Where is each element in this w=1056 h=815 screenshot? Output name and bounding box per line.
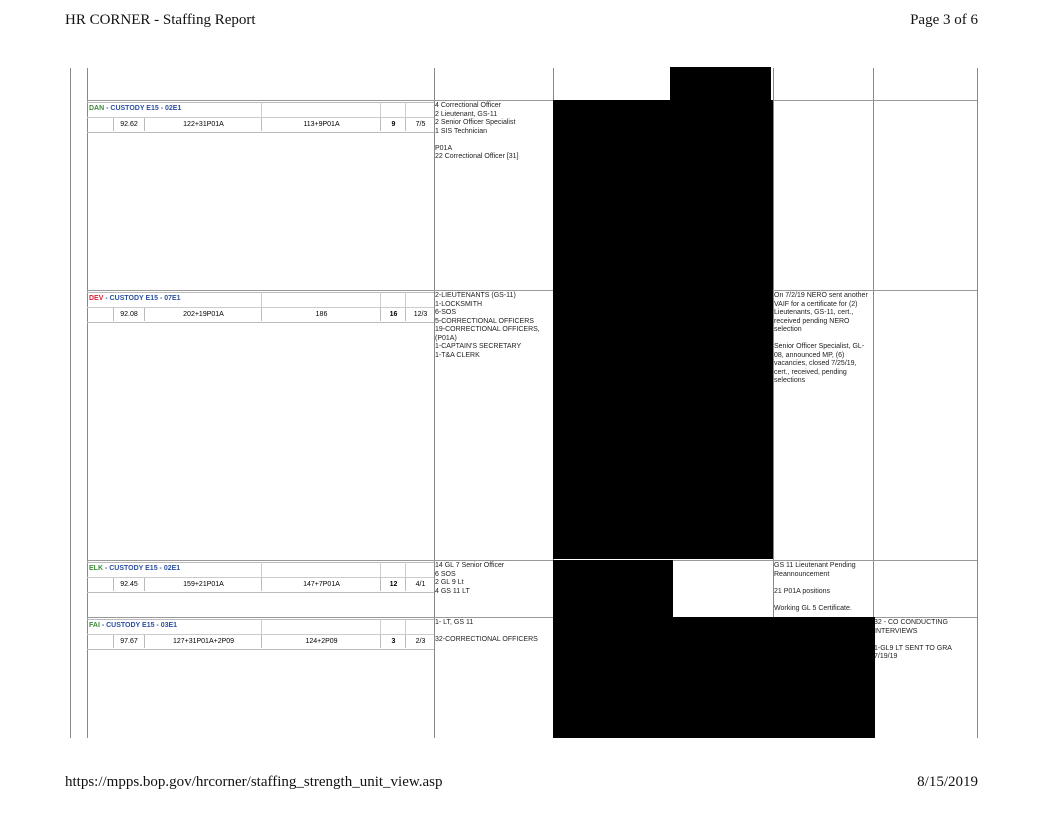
- vacancies: 9: [380, 118, 406, 131]
- redaction-block: [670, 67, 771, 100]
- percent: 92.62: [113, 118, 144, 131]
- onboard: 113+9P01A: [261, 118, 381, 131]
- vacancies: 3: [380, 635, 406, 648]
- report-title: HR CORNER - Staffing Report: [65, 12, 256, 28]
- onboard: 124+2P09: [261, 635, 381, 648]
- percent: 92.08: [113, 308, 144, 321]
- redaction-block: [553, 560, 673, 738]
- ratio: 4/1: [405, 578, 435, 591]
- percent: 97.67: [113, 635, 144, 648]
- authorized: 127+31P01A+2P09: [144, 635, 262, 648]
- positions-dev: 2-LIEUTENANTS (GS-11) 1-LOCKSMITH 6-SOS …: [435, 292, 540, 359]
- positions-fai: 1- LT, GS 11 32-CORRECTIONAL OFFICERS: [435, 619, 538, 643]
- redaction-block: [673, 617, 875, 738]
- page-url: https://mpps.bop.gov/hrcorner/staffing_s…: [65, 774, 443, 790]
- ratio: 12/3: [405, 308, 435, 321]
- print-date: 8/15/2019: [917, 774, 978, 790]
- notes-dev: On 7/2/19 NERO sent another VAIF for a c…: [774, 292, 868, 384]
- vacancies: 12: [380, 578, 406, 591]
- vacancies: 16: [380, 308, 406, 321]
- unit-name: DAN - CUSTODY E15 - 02E1: [89, 105, 182, 112]
- positions-elk: 14 GL 7 Senior Officer 6 SOS 2 GL 9 Lt 4…: [435, 562, 505, 595]
- ratio: 7/5: [405, 118, 435, 131]
- redaction-block: [553, 100, 773, 559]
- onboard: 147+7P01A: [261, 578, 381, 591]
- authorized: 202+19P01A: [144, 308, 262, 321]
- positions-dan: 4 Correctional Officer 2 Lieutenant, GS-…: [435, 102, 519, 160]
- page-number: Page 3 of 6: [910, 12, 978, 28]
- notes-elk: GS 11 Lieutenant Pending Reannouncement …: [774, 562, 856, 612]
- ratio: 2/3: [405, 635, 435, 648]
- onboard: 186: [261, 308, 381, 321]
- notes-fai: 32 - CO CONDUCTING INTERVIEWS 1-GL9 LT S…: [874, 619, 952, 660]
- authorized: 159+21P01A: [144, 578, 262, 591]
- percent: 92.45: [113, 578, 144, 591]
- authorized: 122+31P01A: [144, 118, 262, 131]
